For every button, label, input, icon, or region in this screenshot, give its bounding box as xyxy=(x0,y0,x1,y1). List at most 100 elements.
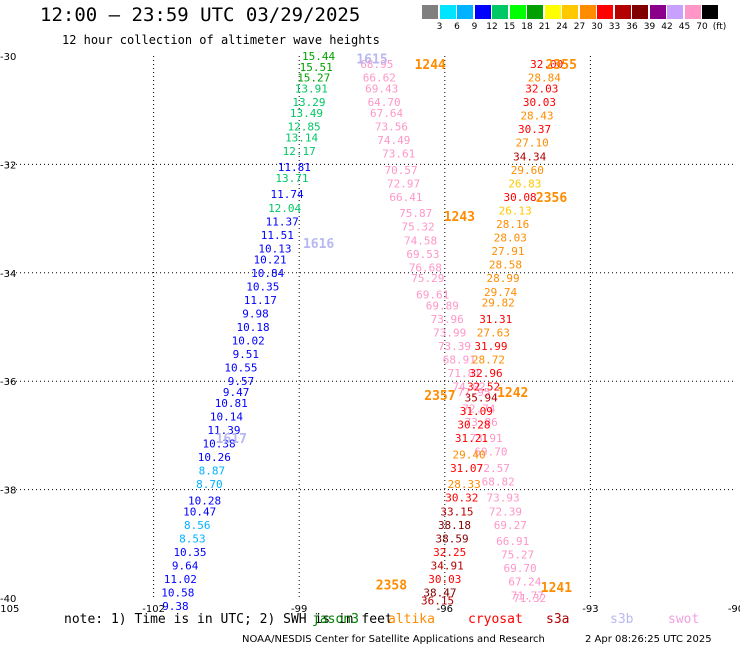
scale-swatch xyxy=(702,5,718,19)
data-point-swot: 73.61 xyxy=(382,148,415,161)
data-point-swot: 75.32 xyxy=(402,221,435,234)
data-point-jason3: 10.28 xyxy=(188,494,221,507)
data-point-jason3: 13.91 xyxy=(295,83,328,96)
data-point-s3a: 27.10 xyxy=(516,137,549,150)
scale-swatch xyxy=(527,5,543,19)
data-point-jason3: 10.58 xyxy=(161,587,194,600)
pass-label: 1241 xyxy=(541,581,572,596)
data-point-swot: 71.77 xyxy=(511,589,544,602)
data-point-s3a: 28.16 xyxy=(496,218,529,231)
data-point-swot: 68.82 xyxy=(482,475,515,488)
data-point-swot: 74.02 xyxy=(453,381,486,394)
scale-label: 18 xyxy=(521,22,533,32)
data-point-swot: 71.81 xyxy=(448,367,481,380)
data-point-jason3: 10.84 xyxy=(251,267,284,280)
data-point-jason3: 11.51 xyxy=(261,229,294,242)
data-point-s3a: 35.94 xyxy=(465,391,498,404)
data-point-swot: 67.64 xyxy=(370,107,403,120)
data-point-swot: 75.29 xyxy=(411,272,444,285)
x-tick-label: -93 xyxy=(582,604,598,615)
scale-label: 3 xyxy=(436,22,443,32)
data-point-swot: 77.95 xyxy=(457,386,490,399)
pass-label: 2355 xyxy=(546,58,577,73)
pass-label: 1615 xyxy=(356,53,387,68)
scale-swatch xyxy=(474,5,491,19)
data-point-swot: 72.39 xyxy=(489,505,522,518)
scale-label: 42 xyxy=(661,22,673,32)
data-point-s3a: 34.91 xyxy=(431,559,464,572)
data-point-s3a: 29.82 xyxy=(482,297,515,310)
y-tick-label: -34 xyxy=(0,269,16,280)
data-point-swot: 69.70 xyxy=(474,446,507,459)
data-point-s3a: 30.03 xyxy=(523,96,556,109)
scale-swatch xyxy=(667,5,683,19)
data-point-jason3: 8.70 xyxy=(196,478,223,491)
pass-label: 1242 xyxy=(497,386,528,401)
legend-s3a: s3a xyxy=(546,612,570,627)
pass-label: 1244 xyxy=(415,58,446,73)
data-point-s3a: 36.15 xyxy=(421,595,454,608)
data-point-jason3: 9.57 xyxy=(228,375,255,388)
data-point-jason3: 9.38 xyxy=(162,600,189,613)
data-point-jason3: 11.74 xyxy=(271,188,304,201)
data-point-jason3: 10.81 xyxy=(215,397,248,410)
x-tick-label: -102 xyxy=(142,604,165,615)
data-point-s3a: 28.43 xyxy=(520,110,553,123)
data-point-swot: 75.87 xyxy=(399,207,432,220)
scale-swatch xyxy=(649,5,666,19)
data-point-swot: 73.86 xyxy=(465,416,498,429)
x-tick-label: -105 xyxy=(0,604,19,615)
data-point-jason3: 12.17 xyxy=(283,145,316,158)
data-point-s3a: 32.03 xyxy=(525,83,558,96)
data-point-s3a: 32.96 xyxy=(469,367,502,380)
data-point-s3a: 26.13 xyxy=(499,204,532,217)
data-point-s3a: 30.28 xyxy=(457,419,490,432)
scale-swatch xyxy=(684,5,701,19)
y-tick-label: -40 xyxy=(0,594,16,605)
data-point-s3a: 28.99 xyxy=(486,272,519,285)
data-point-swot: 73.96 xyxy=(431,313,464,326)
timestamp: 2 Apr 08:26:25 UTC 2025 xyxy=(585,634,712,645)
data-point-swot: 74.49 xyxy=(377,134,410,147)
data-point-swot: 67.24 xyxy=(508,576,541,589)
data-point-swot: 69.89 xyxy=(426,299,459,312)
data-point-jason3: 15.27 xyxy=(297,72,330,85)
scale-label: 6 xyxy=(454,22,460,32)
data-point-swot: 72.57 xyxy=(477,462,510,475)
scale-label: 9 xyxy=(471,22,478,32)
data-point-jason3: 13.71 xyxy=(275,172,308,185)
data-point-swot: 66.91 xyxy=(496,535,529,548)
pass-label: 2358 xyxy=(376,578,407,593)
scale-swatch xyxy=(457,5,473,19)
data-point-swot: 69.43 xyxy=(365,83,398,96)
data-point-jason3: 9.47 xyxy=(223,386,250,399)
data-point-swot: 73.91 xyxy=(469,432,502,445)
scale-label: 30 xyxy=(591,22,603,32)
data-point-jason3: 10.38 xyxy=(203,438,236,451)
data-point-s3a: 30.08 xyxy=(503,191,536,204)
scale-label: (ft) xyxy=(712,22,727,32)
data-point-swot: 64.70 xyxy=(368,96,401,109)
data-point-jason3: 13.49 xyxy=(290,107,323,120)
data-point-swot: 75.27 xyxy=(501,549,534,562)
x-tick-label: -99 xyxy=(291,604,307,615)
data-point-s3a: 28.58 xyxy=(489,259,522,272)
data-point-jason3: 9.98 xyxy=(242,307,269,320)
data-point-swot: 73.93 xyxy=(486,492,519,505)
data-point-jason3: 10.55 xyxy=(224,362,257,375)
data-point-s3a: 26.83 xyxy=(508,177,541,190)
scale-label: 70 xyxy=(696,22,708,32)
data-point-jason3: 13.14 xyxy=(285,131,318,144)
scale-label: 33 xyxy=(608,22,621,32)
credit-line: NOAA/NESDIS Center for Satellite Applica… xyxy=(242,634,545,645)
data-point-swot: 70.57 xyxy=(385,164,418,177)
data-point-swot: 68.91 xyxy=(443,354,476,367)
scale-swatch xyxy=(632,5,648,19)
data-point-s3a: 27.63 xyxy=(477,326,510,339)
data-point-s3a: 31.99 xyxy=(474,340,507,353)
data-point-jason3: 8.53 xyxy=(179,532,206,545)
data-point-s3a: 30.03 xyxy=(428,573,461,586)
scale-swatch xyxy=(492,5,508,19)
data-point-swot: 73.39 xyxy=(438,340,471,353)
scale-label: 21 xyxy=(538,22,551,32)
